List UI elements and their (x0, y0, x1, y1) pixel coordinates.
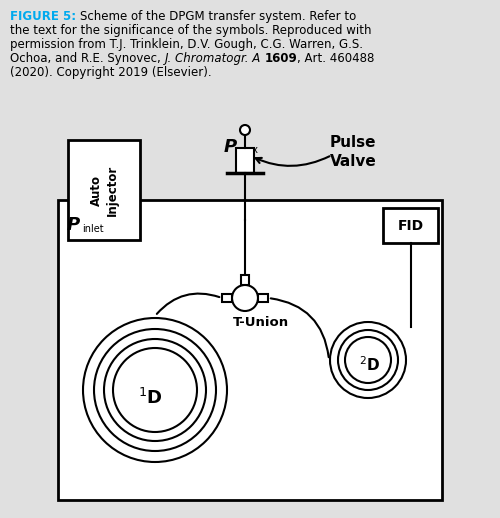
Text: Scheme of the DPGM transfer system. Refer to: Scheme of the DPGM transfer system. Refe… (80, 10, 356, 23)
Text: J. Chromatogr. A: J. Chromatogr. A (164, 52, 261, 65)
Bar (241, 275, 249, 285)
Text: $\bfit{P}$: $\bfit{P}$ (223, 138, 238, 156)
Text: T-Union: T-Union (233, 316, 289, 329)
Text: FID: FID (398, 219, 423, 233)
Bar (236, 148, 254, 173)
Text: $^1$D: $^1$D (138, 388, 162, 408)
Bar (222, 294, 232, 302)
Bar (383, 208, 438, 243)
Text: the text for the significance of the symbols. Reproduced with: the text for the significance of the sym… (10, 24, 372, 37)
Text: $^2$D: $^2$D (360, 356, 380, 375)
Text: (2020). Copyright 2019 (Elsevier).: (2020). Copyright 2019 (Elsevier). (10, 66, 211, 79)
Text: inlet: inlet (82, 224, 104, 234)
Bar (68, 140, 140, 240)
Circle shape (232, 285, 258, 311)
Text: Ochoa, and R.E. Synovec,: Ochoa, and R.E. Synovec, (10, 52, 164, 65)
Circle shape (240, 125, 250, 135)
Text: permission from T.J. Trinklein, D.V. Gough, C.G. Warren, G.S.: permission from T.J. Trinklein, D.V. Gou… (10, 38, 363, 51)
Bar (258, 294, 268, 302)
Text: , Art. 460488: , Art. 460488 (297, 52, 374, 65)
Bar (58, 200, 442, 500)
Text: FIGURE 5:: FIGURE 5: (10, 10, 80, 23)
Text: Auto
Injector: Auto Injector (90, 164, 118, 215)
Text: $\bfit{P}$: $\bfit{P}$ (66, 216, 81, 234)
Text: Pulse
Valve: Pulse Valve (330, 135, 377, 168)
Text: aux: aux (240, 145, 258, 155)
Text: 1609: 1609 (264, 52, 297, 65)
